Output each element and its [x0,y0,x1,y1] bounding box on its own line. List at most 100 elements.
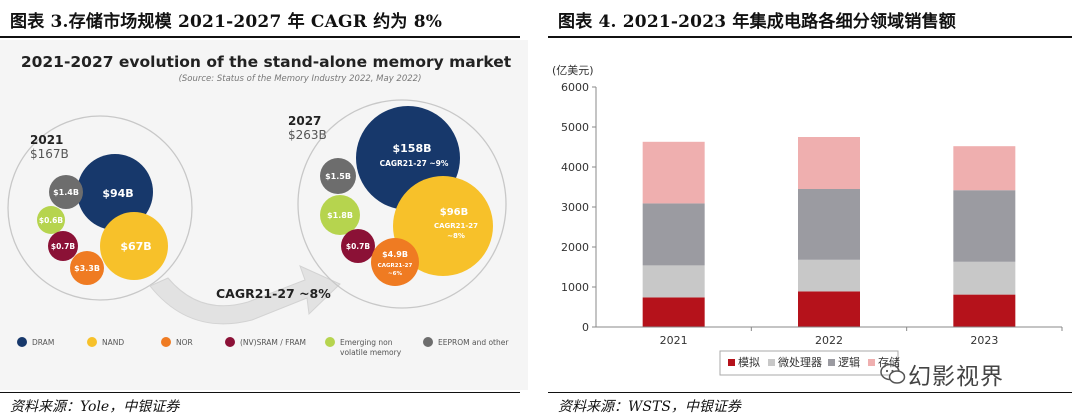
bar-segment [798,189,860,260]
left-panel: 图表 3.存储市场规模 2021-2027 年 CAGR 约为 8% 2021-… [0,0,528,420]
bubble-legend-swatch [325,337,335,347]
y-tick-label: 0 [582,321,589,334]
x-tick-label: 2023 [970,334,998,347]
bar-legend-swatch [868,359,875,366]
growth-arrow-label: CAGR21-27 ~8% [216,286,331,301]
bubble-2021-eeprom [49,175,83,209]
right-title-rule [548,36,1072,38]
label-total-2021: $167B [30,147,69,161]
bubble-2027-nor [371,238,419,286]
bubble-2021-emerging [37,206,65,234]
bubble-2021-nor [70,251,104,285]
bubble-legend-label: DRAM [32,338,54,347]
right-panel: 图表 4. 2021-2023 年集成电路各细分领域销售额 (亿美元) 0 1000… [548,0,1080,420]
y-tick-label: 4000 [561,161,589,174]
bar-group [642,137,1016,327]
bubble-figure-heading: 2021-2027 evolution of the stand-alone m… [21,53,512,71]
bar-legend-label: 模拟 [738,355,760,369]
bubble-2021-eeprom-value: $1.4B [53,188,79,197]
y-tick-label: 6000 [561,81,589,94]
bubble-legend-swatch [225,337,235,347]
bar-segment [953,294,1016,327]
bar-segment [798,259,860,292]
bubble-2021-nand [100,212,168,280]
bubble-legend-label: EEPROM and other [438,338,509,347]
bubble-legend-label: volatile memory [340,348,402,357]
memory-market-bubble-figure: 2021-2027 evolution of the stand-alone m… [0,40,528,390]
label-total-2027: $263B [288,128,327,142]
bubble-2027-sram-value: $0.7B [346,242,371,251]
growth-arrow [149,265,341,325]
y-axis: (亿美元) 0 1000 2000 3000 4000 5000 6000 [552,64,597,334]
bubble-legend-swatch [161,337,171,347]
bubble-2021-nor-value: $3.3B [74,264,100,273]
y-axis-label: (亿美元) [552,64,594,77]
y-tick-label: 1000 [561,281,589,294]
bubble-2027-nand-cagr-1: CAGR21-27 [434,222,478,230]
ring-2021 [7,115,193,301]
bubble-2027-dram-cagr: CAGR21-27 ~9% [380,159,449,168]
left-title-rule [0,36,520,38]
x-tick-label: 2022 [815,334,843,347]
bubble-2027-nand [393,176,493,276]
bar-legend-swatch [728,359,735,366]
bar-segment [953,146,1016,191]
bubble-2027-nand-value: $96B [440,207,469,218]
x-axis: 2021 2022 2023 [596,326,1063,347]
bar-legend-swatch [768,359,775,366]
right-source-rule [548,392,1072,393]
bubble-legend-label: Emerging non [340,338,393,347]
watermark-text: 幻影视界 [908,364,1004,390]
left-figure-title: 图表 3.存储市场规模 2021-2027 年 CAGR 约为 8% [10,12,443,32]
right-source-note: 资料来源：WSTS，中银证券 [558,399,741,415]
bubble-2027-dram-value: $158B [393,142,432,155]
bubble-2027-eeprom-value: $1.5B [325,172,351,181]
left-source-rule [0,392,520,393]
bubble-2027-emerging-value: $1.8B [327,211,353,220]
bar-segment [798,291,860,327]
bubble-2027-nor-value: $4.9B [382,250,408,259]
bubble-legend-swatch [17,337,27,347]
bar-segment [642,297,705,327]
bubble-2021-dram-value: $94B [102,187,133,200]
bar-segment [953,190,1016,262]
bar-legend-label: 微处理器 [778,355,822,369]
bubble-2021-sram-value: $0.7B [51,242,76,251]
bubble-2027-sram [341,229,375,263]
left-source-note: 资料来源：Yole，中银证券 [10,399,180,415]
bubble-2027-eeprom [320,158,356,194]
bubble-2027-nand-cagr-2: ~8% [447,232,465,240]
bubble-2021-emerging-value: $0.6B [39,216,64,225]
bar-segment [953,261,1016,295]
bar-segment [642,141,705,204]
bubble-legend-swatch [423,337,433,347]
bubble-legend-label: NAND [102,338,124,347]
y-tick-label: 5000 [561,121,589,134]
label-year-2027: 2027 [288,114,321,128]
bar-segment [642,203,705,266]
bubble-figure-subheading: (Source: Status of the Memory Industry 2… [179,74,422,84]
x-tick-label: 2021 [660,334,688,347]
bar-legend-label: 逻辑 [838,355,860,369]
ring-2027 [297,99,507,309]
bubble-2021-nand-value: $67B [120,240,151,253]
bubble-2027-nor-cagr-1: CAGR21-27 [378,263,413,269]
bubble-legend: DRAM NAND NOR (NV)SRAM / FRAM Emerging nonvo… [17,337,509,357]
bubble-2027-nor-cagr-2: ~6% [388,271,402,277]
wechat-icon [880,363,906,384]
y-tick-label: 3000 [561,201,589,214]
bar-legend: 模拟 微处理器 逻辑 存储 [719,350,900,376]
right-figure-title: 图表 4. 2021-2023 年集成电路各细分领域销售额 [558,12,956,32]
bubble-legend-label: (NV)SRAM / FRAM [240,338,306,347]
y-tick-label: 2000 [561,241,589,254]
bubble-2021-dram [77,154,153,230]
bubble-2027-emerging [320,195,360,235]
bar-segment [642,265,705,298]
label-year-2021: 2021 [30,133,63,147]
bar-segment [798,137,860,189]
bubble-2021-sram [48,231,78,261]
bubble-legend-label: NOR [176,338,193,347]
bar-legend-swatch [828,359,835,366]
bubble-legend-swatch [87,337,97,347]
